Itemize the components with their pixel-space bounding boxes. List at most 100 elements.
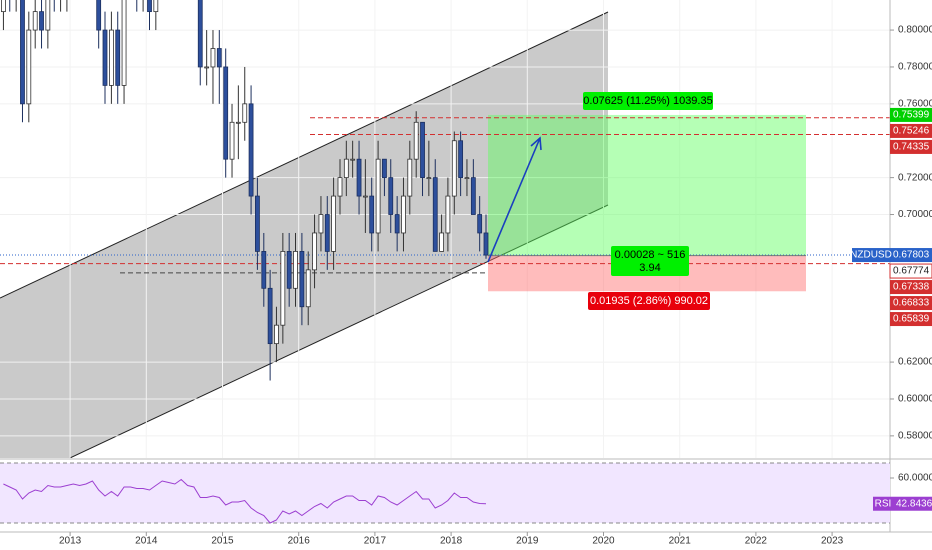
price-label: 0.65839	[893, 314, 930, 325]
candle-body	[350, 158, 356, 161]
candle-body	[229, 121, 235, 160]
candle-body	[32, 11, 38, 31]
candle-body	[286, 251, 292, 289]
candle-body	[280, 251, 286, 326]
candle-body	[216, 48, 222, 68]
candle-body	[274, 324, 279, 345]
candle-body	[420, 121, 425, 179]
candle-body	[147, 0, 152, 13]
rsi-pane	[0, 462, 890, 524]
price-label-box	[890, 107, 932, 122]
candle-body	[413, 121, 419, 160]
y-tick-label: 0.60000	[898, 394, 932, 405]
candle-body	[115, 29, 121, 86]
main-pane	[0, 0, 890, 458]
candle-body	[261, 251, 267, 289]
x-tick-label: 2023	[821, 536, 844, 547]
overlay: 0.80000 0.78000 0.76000 0.72000 0.70000 0.620…	[59, 25, 932, 547]
y-tick-label: 0.70000	[898, 209, 932, 220]
channel-upper	[0, 11, 609, 299]
candle-body	[382, 158, 387, 179]
x-tick-label: 2015	[211, 536, 234, 547]
x-tick-label: 2014	[135, 536, 158, 547]
candle-body	[401, 195, 406, 234]
candle-body	[356, 158, 362, 197]
candle-body	[407, 158, 413, 197]
x-tick-label: 2016	[288, 536, 311, 547]
y-tick-label: 0.72000	[898, 172, 932, 183]
candle-body	[1, 0, 6, 13]
symbol-label: NZDUSD	[850, 250, 892, 261]
target-text-box	[583, 92, 713, 110]
candle-body	[324, 214, 330, 252]
rsi-line	[3, 478, 487, 524]
candle-body	[20, 0, 25, 105]
candle-body	[45, 0, 51, 31]
candle-body	[432, 177, 438, 252]
candle-body	[483, 232, 489, 256]
candle-body	[109, 29, 114, 86]
channel-fill	[0, 12, 608, 458]
price-label-box	[889, 263, 932, 279]
candle-body	[369, 195, 375, 234]
rsi-name-box	[873, 496, 893, 511]
candle-body	[235, 121, 241, 124]
price-label-box	[890, 280, 932, 295]
candle-body	[426, 177, 432, 180]
entry-text: 0.00028 ~ 516	[615, 249, 686, 261]
price-label: 0.66833	[893, 298, 930, 309]
price-label-box	[890, 312, 932, 327]
candle-body	[394, 214, 400, 234]
arrow-head	[530, 136, 542, 151]
y-tick-label: 0.76000	[898, 98, 932, 109]
price-label: 0.67774	[893, 266, 930, 277]
candle-body	[299, 251, 305, 308]
x-tick-label: 2022	[745, 536, 768, 547]
candle-body	[223, 66, 229, 160]
rsi-value: 42.8436	[896, 498, 932, 509]
candle-body	[293, 251, 298, 289]
projection-arrow	[487, 137, 541, 263]
price-label-box	[890, 139, 932, 154]
y-tick-label: 0.80000	[898, 25, 932, 36]
rsi-value-box	[893, 496, 932, 511]
target-zone	[488, 114, 806, 256]
price-label-box	[890, 123, 932, 138]
candle-body	[305, 269, 311, 308]
y-tick-label: 0.78000	[898, 62, 932, 73]
x-tick-label: 2017	[364, 536, 387, 547]
candle-body	[197, 0, 203, 68]
candle-body	[242, 103, 248, 123]
price-label: 0.67803	[893, 250, 930, 261]
entry-box	[611, 246, 689, 276]
price-label-box	[890, 296, 932, 311]
candle-body	[464, 177, 470, 180]
ratio-text: 3.94	[639, 262, 660, 274]
x-tick-label: 2018	[440, 536, 463, 547]
candle-body	[26, 29, 32, 105]
candle-body	[388, 177, 394, 215]
candle-body	[470, 177, 476, 215]
x-tick-label: 2013	[59, 536, 82, 547]
candle-body	[121, 0, 127, 86]
price-label: 0.75246	[893, 126, 930, 137]
candle-body	[439, 232, 444, 252]
candle-body	[343, 158, 349, 179]
channel-lower	[69, 204, 609, 458]
y-tick-label: 0.58000	[898, 431, 932, 442]
candle-body	[331, 195, 336, 252]
candle-body	[458, 140, 464, 179]
candle-body	[318, 214, 324, 234]
candle-body	[96, 0, 102, 31]
x-tick-label: 2021	[669, 536, 692, 547]
rsi-band	[0, 463, 890, 523]
candle-body	[375, 158, 381, 234]
rsi-tick-label: 60.0000	[898, 473, 932, 484]
candle-body	[267, 287, 273, 345]
candle-body	[254, 195, 260, 252]
target-text: 0.07625 (11.25%) 1039.35	[583, 95, 712, 107]
rsi-name: RSI	[875, 498, 892, 509]
candle-body	[248, 103, 254, 197]
y-tick-label: 0.62000	[898, 357, 932, 368]
